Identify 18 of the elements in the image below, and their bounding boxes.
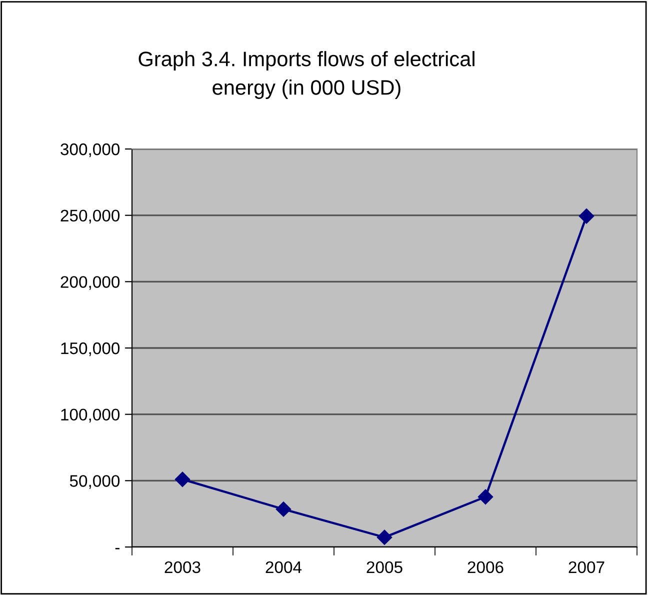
x-tick-label: 2004: [266, 561, 302, 574]
x-tick-label: 2005: [366, 561, 402, 574]
point: [478, 489, 494, 504]
y-tick-label: 300,000: [60, 143, 120, 158]
point: [376, 530, 392, 545]
point: [174, 472, 190, 487]
x-tick-label: 2003: [164, 561, 200, 574]
y-tick-label: 150,000: [61, 342, 120, 356]
y-tick-label: 50,000: [70, 475, 120, 489]
point: [578, 208, 594, 224]
y-tick-label: -: [115, 548, 120, 550]
y-tick-label: 100,000: [61, 408, 120, 423]
y-tick-label: 250,000: [60, 210, 120, 224]
point: [276, 502, 292, 517]
x-tick-label: 2007: [568, 561, 604, 574]
y-tick-label: 200,000: [60, 276, 120, 290]
chart-title: Graph 3.4. Imports flows of electrical energy (in 000 USD): [138, 51, 474, 99]
x-tick-label: 2006: [468, 561, 504, 574]
